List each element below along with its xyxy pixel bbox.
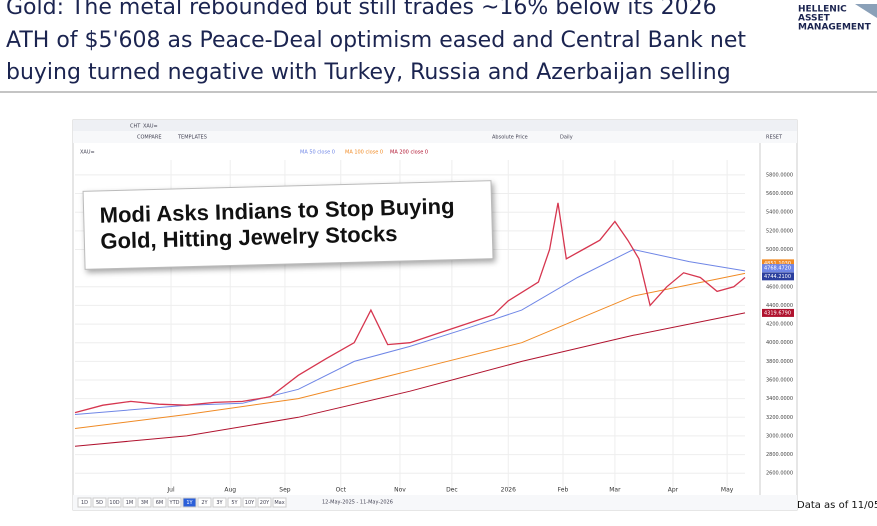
- title-line: Gold: The metal rebounded but still trad…: [6, 0, 717, 20]
- headline-card: Modi Asks Indians to Stop Buying Gold, H…: [82, 180, 494, 270]
- y-tick-label: 2800.0000: [766, 452, 793, 458]
- date-range[interactable]: 12-May-2025 - 11-May-2026: [322, 500, 393, 506]
- range-label: 5Y: [231, 500, 238, 506]
- price-tag-label: 4744.2100: [764, 274, 791, 280]
- toolbar: [73, 131, 797, 143]
- y-tick-label: 5800.0000: [766, 172, 793, 178]
- legend-entry: MA 50 close 0: [300, 150, 335, 156]
- price-tag-label: 4768.4720: [764, 266, 791, 272]
- footer: Data as of 11/05: [797, 500, 877, 511]
- x-tick-label: Jul: [166, 487, 175, 494]
- range-button[interactable]: [152, 497, 167, 508]
- y-tick-label: 3400.0000: [766, 396, 793, 402]
- logo-text: HELLENIC: [798, 5, 847, 15]
- range-label: 1D: [81, 500, 88, 506]
- title-line: buying turned negative with Turkey, Russ…: [6, 60, 731, 85]
- moving-average: [74, 312, 746, 447]
- button[interactable]: RESET: [766, 135, 783, 141]
- toolbar: [73, 120, 797, 131]
- x-tick-label: Sep: [279, 487, 291, 494]
- button[interactable]: COMPARE: [137, 135, 162, 141]
- range-label: 1M: [126, 500, 134, 506]
- button[interactable]: TEMPLATES: [177, 135, 207, 141]
- price-tag: [762, 259, 794, 268]
- y-tick-label: 5600.0000: [766, 191, 793, 197]
- y-tick-label: 3000.0000: [766, 433, 793, 439]
- y-tick-label: 4600.0000: [766, 284, 793, 290]
- range-label: 5D: [96, 500, 103, 506]
- price-tag: [762, 272, 794, 281]
- x-tick-label: Oct: [336, 487, 347, 494]
- range-label: 3M: [141, 500, 149, 506]
- headline-box: [82, 180, 494, 270]
- range-button[interactable]: [212, 497, 227, 508]
- y-tick-label: 4000.0000: [766, 340, 793, 346]
- y-tick-label: 3200.0000: [766, 415, 793, 421]
- range-label: 1Y: [186, 500, 193, 506]
- title-line: ATH of $5'608 as Peace-Deal optimism eas…: [6, 28, 746, 53]
- range-button[interactable]: [227, 497, 242, 508]
- price-line: [74, 202, 746, 414]
- range-button[interactable]: [92, 497, 107, 508]
- range-label: 6M: [156, 500, 164, 506]
- range-bar: [73, 495, 797, 510]
- chart-frame: [72, 119, 798, 511]
- range-label: 20Y: [260, 500, 270, 506]
- y-tick-label: 5400.0000: [766, 210, 793, 216]
- range-button[interactable]: [167, 497, 182, 508]
- x-tick-label: Dec: [446, 487, 458, 494]
- x-tick-label: Feb: [558, 487, 569, 494]
- range-button[interactable]: [107, 497, 122, 508]
- price-tag: [762, 264, 794, 273]
- range-button[interactable]: [272, 497, 287, 508]
- range-label: 2Y: [201, 500, 208, 506]
- x-tick-label: May: [721, 487, 734, 494]
- ric: XAU=: [143, 124, 158, 130]
- range-button[interactable]: [77, 497, 92, 508]
- logo-mark: [855, 4, 877, 18]
- range-button[interactable]: [182, 497, 197, 508]
- y-tick-label: 2600.0000: [766, 471, 793, 477]
- y-tick-label: 4200.0000: [766, 322, 793, 328]
- moving-average: [74, 248, 746, 415]
- legend-entry: XAU=: [80, 150, 95, 156]
- legend-entry: MA 100 close 0: [345, 150, 383, 156]
- range-button[interactable]: [137, 497, 152, 508]
- x-tick-label: Apr: [668, 487, 679, 494]
- y-tick-label: 4400.0000: [766, 303, 793, 309]
- tab[interactable]: CHT: [130, 124, 141, 130]
- y-tick-label: 3600.0000: [766, 378, 793, 384]
- range-button[interactable]: [122, 497, 137, 508]
- range-button[interactable]: [257, 497, 272, 508]
- price-tag-label: 4851.1030: [764, 261, 791, 267]
- logo-text: ASSET: [798, 14, 831, 24]
- x-tick-label: 2026: [501, 487, 516, 494]
- range-button[interactable]: [197, 497, 212, 508]
- y-tick-label: 3800.0000: [766, 359, 793, 365]
- range-button[interactable]: [242, 497, 257, 508]
- range-label: 10Y: [245, 500, 255, 506]
- price-tag: [762, 308, 794, 317]
- range-label: YTD: [169, 500, 180, 506]
- logo-text: MANAGEMENT: [798, 23, 872, 33]
- range-label: Max: [274, 500, 284, 506]
- dropdown[interactable]: Daily: [560, 135, 573, 141]
- y-tick-label: 5000.0000: [766, 247, 793, 253]
- x-tick-label: Nov: [394, 487, 406, 494]
- dropdown[interactable]: Absolute Price: [492, 135, 528, 141]
- price-tag-label: 4319.6790: [764, 310, 791, 316]
- range-label: 3Y: [216, 500, 223, 506]
- range-label: 10D: [109, 500, 119, 506]
- x-tick-label: Aug: [224, 487, 236, 494]
- moving-average: [74, 272, 746, 429]
- legend-entry: MA 200 close 0: [390, 150, 428, 156]
- x-tick-label: Mar: [609, 487, 621, 494]
- y-tick-label: 5200.0000: [766, 228, 793, 234]
